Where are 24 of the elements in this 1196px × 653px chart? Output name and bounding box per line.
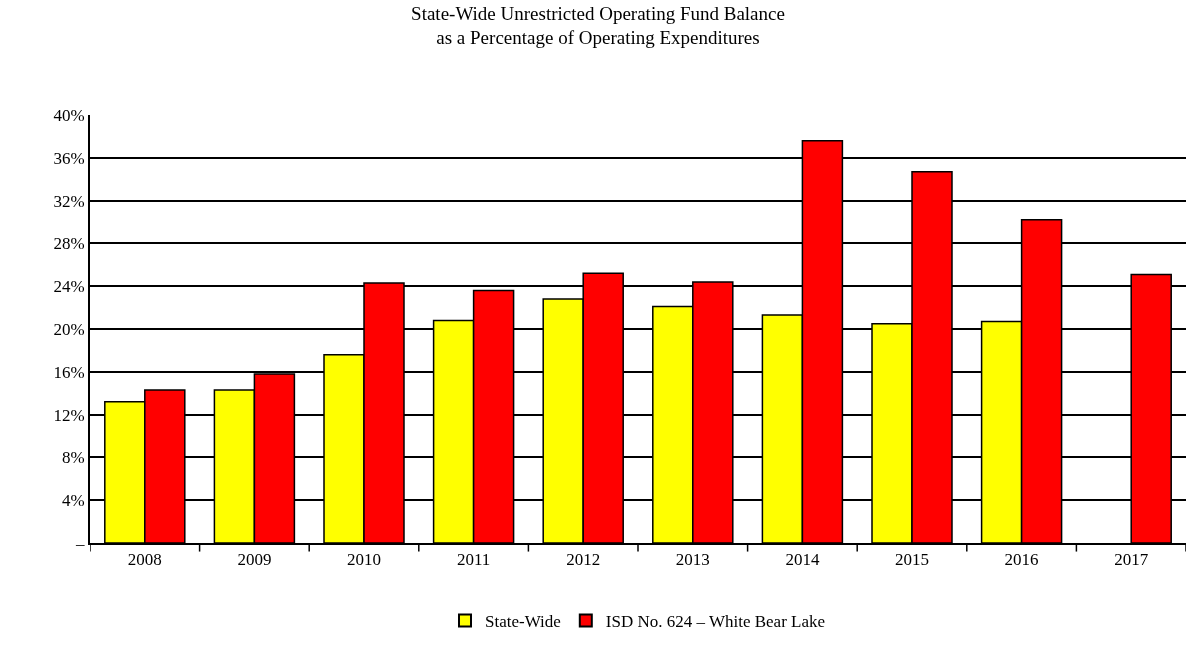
- x-tick-label: 2013: [675, 550, 710, 570]
- chart-title: State-Wide Unrestricted Operating Fund Balance as a Percentage of Operating Expenditures: [411, 2, 785, 49]
- x-tick-label: 2017: [1114, 550, 1149, 570]
- y-tick-label: 40%: [53, 105, 85, 125]
- y-tick-label: 32%: [53, 191, 85, 211]
- x-tick-label: 2012: [566, 550, 601, 570]
- x-tick-label: 2011: [456, 550, 491, 570]
- x-tick-label: 2016: [1004, 550, 1039, 570]
- x-tick-label: 2014: [785, 550, 820, 570]
- x-tick-label: 2010: [347, 550, 381, 570]
- x-tick-label: 2008: [127, 550, 162, 570]
- legend-label: State-Wide: [485, 612, 561, 632]
- y-tick-label: –: [75, 533, 86, 553]
- y-tick-label: 20%: [53, 319, 85, 339]
- y-tick-label: 28%: [53, 234, 85, 254]
- y-tick-label: 4%: [61, 491, 85, 511]
- y-tick-label: 16%: [53, 362, 85, 382]
- y-tick-label: 12%: [53, 405, 85, 425]
- x-tick-label: 2015: [895, 550, 929, 570]
- y-tick-label: 36%: [53, 148, 85, 168]
- x-tick-label: 2009: [237, 550, 272, 570]
- y-tick-label: 24%: [53, 277, 85, 297]
- legend-label: ISD No. 624 – White Bear Lake: [605, 612, 826, 632]
- y-tick-label: 8%: [61, 448, 85, 468]
